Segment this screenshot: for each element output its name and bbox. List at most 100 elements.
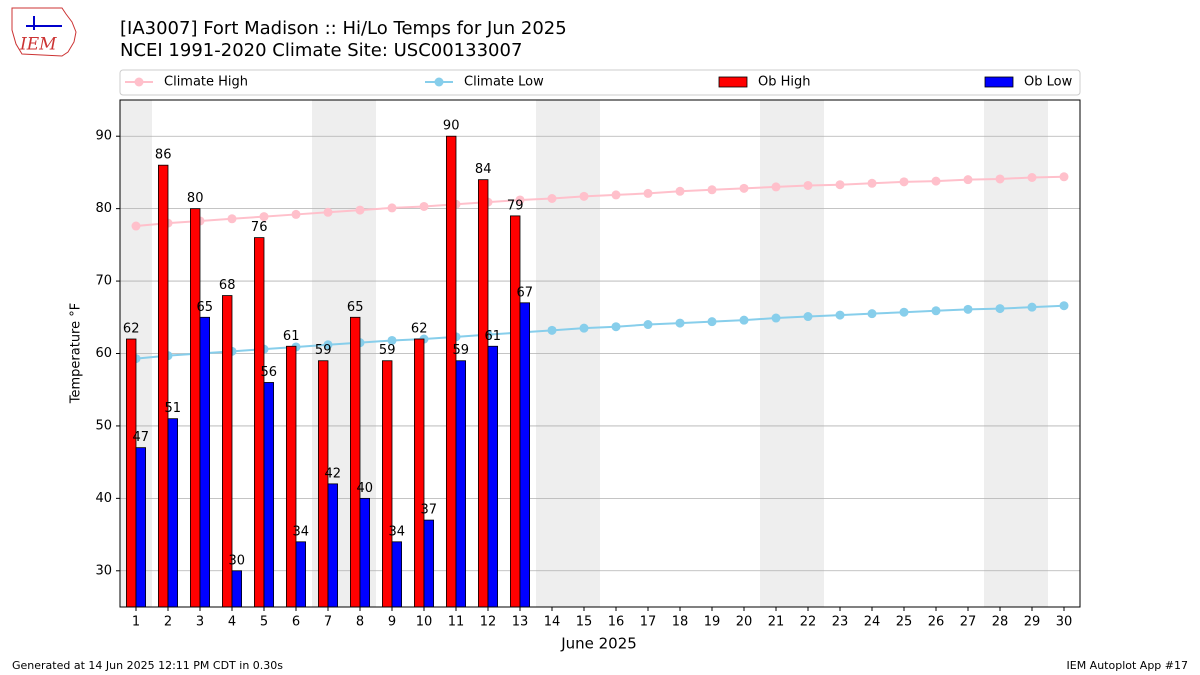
point — [995, 174, 1005, 184]
data-label: 90 — [443, 119, 460, 134]
bar — [519, 302, 531, 608]
x-tick-label: 24 — [864, 615, 881, 630]
point — [707, 317, 717, 327]
x-tick-label: 19 — [704, 615, 721, 630]
data-label: 59 — [453, 343, 470, 358]
data-label: 30 — [229, 553, 246, 568]
data-label: 62 — [411, 322, 428, 337]
bar — [423, 519, 435, 608]
bar — [349, 316, 361, 608]
bar — [455, 360, 467, 608]
legend-swatch — [984, 76, 1014, 88]
x-tick-label: 5 — [260, 615, 268, 630]
bar — [126, 338, 137, 608]
data-label: 59 — [379, 343, 396, 358]
bar — [391, 541, 403, 608]
point — [1027, 302, 1037, 312]
point — [675, 318, 685, 328]
data-label: 56 — [261, 365, 278, 380]
x-axis-label: June 2025 — [560, 635, 637, 653]
data-label: 37 — [421, 503, 438, 518]
point — [323, 340, 333, 350]
point — [675, 186, 685, 196]
data-label: 84 — [475, 162, 492, 177]
bar — [199, 316, 211, 608]
point — [131, 221, 141, 231]
y-axis-label: Temperature °F — [69, 303, 84, 404]
data-label: 34 — [389, 524, 406, 539]
data-label: 61 — [485, 329, 502, 344]
bar — [413, 338, 425, 608]
x-tick-label: 26 — [928, 615, 945, 630]
data-label: 59 — [315, 343, 332, 358]
x-tick-label: 12 — [480, 615, 497, 630]
x-tick-label: 7 — [324, 615, 332, 630]
data-label: 67 — [517, 285, 534, 300]
x-tick-label: 10 — [416, 615, 433, 630]
y-tick-label: 70 — [95, 274, 112, 289]
bar — [157, 164, 169, 608]
point — [579, 323, 589, 333]
chart-title: [IA3007] Fort Madison :: Hi/Lo Temps for… — [120, 18, 567, 39]
data-label: 51 — [165, 401, 182, 416]
data-label: 47 — [133, 430, 150, 445]
bar — [477, 179, 489, 608]
point — [323, 207, 333, 217]
x-tick-label: 27 — [960, 615, 977, 630]
bar — [253, 237, 265, 608]
legend-label: Climate Low — [464, 75, 544, 90]
point — [1059, 172, 1069, 182]
legend-point — [434, 77, 444, 87]
x-tick-label: 1 — [132, 615, 140, 630]
data-label: 79 — [507, 198, 524, 213]
point — [835, 310, 845, 320]
footer-right: IEM Autoplot App #17 — [1067, 659, 1189, 672]
point — [771, 182, 781, 192]
point — [771, 313, 781, 323]
point — [899, 177, 909, 187]
data-label: 65 — [197, 300, 214, 315]
x-tick-label: 3 — [196, 615, 204, 630]
data-label: 68 — [219, 278, 236, 293]
x-tick-label: 16 — [608, 615, 625, 630]
plot-frame — [119, 99, 1081, 608]
point — [963, 175, 973, 185]
bar — [487, 345, 499, 608]
point — [611, 190, 621, 200]
bar — [509, 215, 521, 608]
point — [611, 322, 621, 332]
x-tick-label: 11 — [448, 615, 465, 630]
x-tick-label: 22 — [800, 615, 817, 630]
point — [355, 205, 365, 215]
legend-label: Ob Low — [1024, 75, 1073, 90]
x-tick-label: 28 — [992, 615, 1009, 630]
x-tick-label: 13 — [512, 615, 529, 630]
point — [579, 191, 589, 201]
x-tick-label: 23 — [832, 615, 849, 630]
legend-point — [134, 77, 144, 87]
point — [803, 180, 813, 190]
legend-label: Ob High — [758, 75, 811, 90]
y-tick-label: 40 — [95, 491, 112, 506]
bar — [381, 360, 393, 608]
bar — [135, 447, 147, 608]
point — [259, 212, 269, 222]
bar — [285, 345, 297, 608]
point — [899, 307, 909, 317]
data-label: 34 — [293, 524, 310, 539]
legend-label: Climate High — [164, 75, 248, 90]
data-label: 86 — [155, 148, 172, 163]
point — [931, 306, 941, 316]
point — [1027, 172, 1037, 182]
data-label: 61 — [283, 329, 300, 344]
x-tick-label: 4 — [228, 615, 236, 630]
x-tick-label: 21 — [768, 615, 785, 630]
bar — [317, 360, 329, 608]
point — [291, 209, 301, 219]
logo-outline — [11, 7, 77, 57]
legend-swatch — [718, 76, 748, 88]
logo: IEM — [11, 7, 77, 57]
logo-text: IEM — [19, 35, 57, 55]
